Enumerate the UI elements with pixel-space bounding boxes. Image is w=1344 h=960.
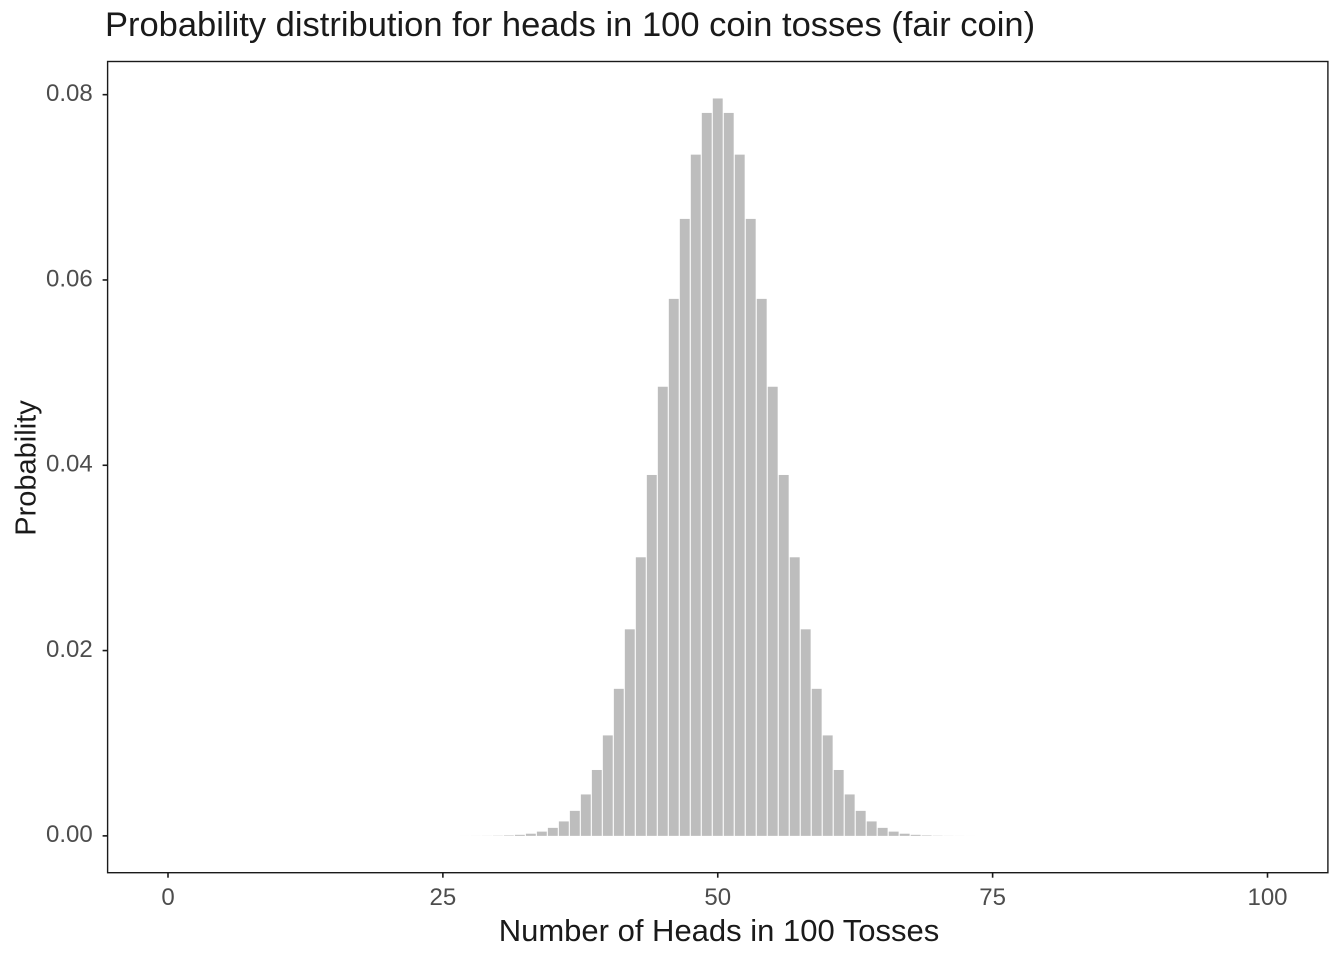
svg-text:25: 25 — [430, 884, 457, 911]
svg-text:0.06: 0.06 — [46, 265, 93, 292]
svg-text:0: 0 — [161, 884, 174, 911]
svg-text:100: 100 — [1247, 884, 1287, 911]
svg-text:0.08: 0.08 — [46, 80, 93, 107]
svg-text:0.04: 0.04 — [46, 451, 93, 478]
svg-text:75: 75 — [979, 884, 1006, 911]
svg-text:0.00: 0.00 — [46, 821, 93, 848]
svg-text:50: 50 — [704, 884, 731, 911]
svg-text:0.02: 0.02 — [46, 636, 93, 663]
